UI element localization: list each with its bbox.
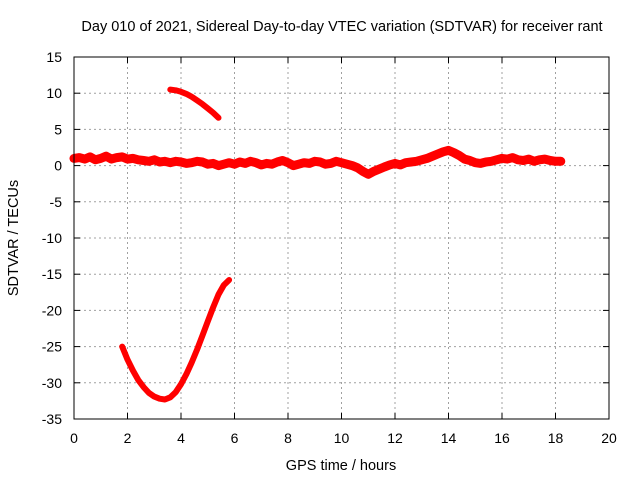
y-tick-label: -20 bbox=[42, 302, 62, 318]
x-tick-label: 18 bbox=[548, 430, 564, 446]
x-tick-label: 12 bbox=[387, 430, 403, 446]
series-line-upper-arc bbox=[167, 86, 222, 121]
x-tick-label: 8 bbox=[284, 430, 292, 446]
x-tick-label: 16 bbox=[494, 430, 510, 446]
y-tick-label: -5 bbox=[50, 194, 63, 210]
y-tick-label: -15 bbox=[42, 266, 62, 282]
y-tick-label: 0 bbox=[54, 158, 62, 174]
ticks: 0 2 4 6 8 10 12 14 16 18 20 -35 -30 -25 -20 -15 -10 -5 0 5 1… bbox=[42, 49, 617, 446]
series-group bbox=[69, 86, 566, 403]
y-tick-label: -30 bbox=[42, 375, 62, 391]
series-line-lower-curve bbox=[119, 277, 233, 403]
grid bbox=[74, 57, 609, 419]
x-tick-label: 20 bbox=[601, 430, 617, 446]
y-tick-label: 10 bbox=[46, 85, 62, 101]
x-tick-label: 2 bbox=[124, 430, 132, 446]
x-tick-label: 10 bbox=[334, 430, 350, 446]
x-axis-label: GPS time / hours bbox=[286, 458, 396, 474]
y-tick-label: -35 bbox=[42, 411, 62, 427]
y-tick-label: 15 bbox=[46, 49, 62, 65]
y-tick-label: 5 bbox=[54, 121, 62, 137]
series-line-main bbox=[69, 145, 566, 179]
x-tick-label: 6 bbox=[231, 430, 239, 446]
x-tick-label: 4 bbox=[177, 430, 185, 446]
y-tick-label: -10 bbox=[42, 230, 62, 246]
y-axis-label: SDTVAR / TECUs bbox=[6, 180, 22, 296]
x-tick-label: 0 bbox=[70, 430, 78, 446]
x-tick-label: 14 bbox=[441, 430, 457, 446]
chart-title: Day 010 of 2021, Sidereal Day-to-day VTE… bbox=[81, 19, 602, 35]
y-tick-label: -25 bbox=[42, 339, 62, 355]
